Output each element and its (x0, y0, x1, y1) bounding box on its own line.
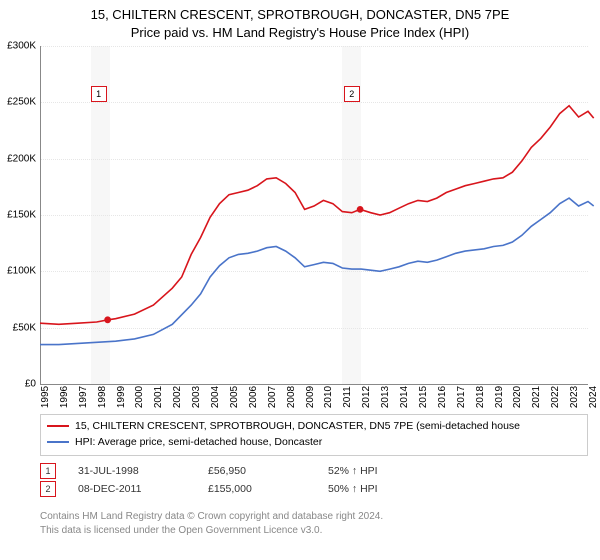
plot-area: 12 1995199619971998199920002001200220032… (40, 46, 588, 384)
sales-table: 1 31-JUL-1998£56,95052% ↑ HPI 2 08-DEC-2011… (40, 462, 448, 498)
sale-point (357, 206, 364, 213)
x-tick-label: 1997 (78, 386, 89, 408)
x-tick-label: 2014 (399, 386, 410, 408)
y-tick-label: £250K (0, 97, 36, 108)
x-tick-label: 2000 (134, 386, 145, 408)
x-tick-label: 2016 (437, 386, 448, 408)
sales-row: 1 31-JUL-1998£56,95052% ↑ HPI (40, 462, 448, 480)
legend-label: 15, CHILTERN CRESCENT, SPROTBROUGH, DONC… (75, 420, 520, 432)
title-line2: Price paid vs. HM Land Registry's House … (0, 24, 600, 42)
sales-row-price: £56,950 (208, 465, 328, 477)
sales-row-marker: 1 (40, 463, 56, 479)
legend-item: HPI: Average price, semi-detached house,… (47, 435, 581, 451)
x-tick-label: 2004 (210, 386, 221, 408)
sales-row: 2 08-DEC-2011£155,00050% ↑ HPI (40, 480, 448, 498)
x-tick-label: 1998 (97, 386, 108, 408)
x-tick-label: 2001 (153, 386, 164, 408)
x-axis (40, 384, 588, 385)
x-tick-label: 2024 (588, 386, 599, 408)
x-tick-label: 1996 (59, 386, 70, 408)
x-tick-label: 2019 (494, 386, 505, 408)
legend-swatch (47, 441, 69, 443)
x-tick-label: 2015 (418, 386, 429, 408)
y-tick-label: £200K (0, 153, 36, 164)
x-tick-label: 2007 (267, 386, 278, 408)
y-tick-label: £50K (0, 322, 36, 333)
y-tick-label: £0 (0, 379, 36, 390)
x-tick-label: 1999 (116, 386, 127, 408)
x-tick-label: 2013 (380, 386, 391, 408)
x-tick-label: 1995 (40, 386, 51, 408)
sale-marker: 1 (91, 86, 107, 102)
legend-item: 15, CHILTERN CRESCENT, SPROTBROUGH, DONC… (47, 419, 581, 435)
legend: 15, CHILTERN CRESCENT, SPROTBROUGH, DONC… (40, 414, 588, 456)
x-tick-label: 2005 (229, 386, 240, 408)
x-tick-label: 2002 (172, 386, 183, 408)
series-line (40, 106, 594, 325)
x-tick-label: 2011 (342, 386, 353, 408)
footer-attribution: Contains HM Land Registry data © Crown c… (40, 510, 383, 537)
x-tick-label: 2020 (512, 386, 523, 408)
sales-row-price: £155,000 (208, 483, 328, 495)
y-tick-label: £150K (0, 210, 36, 221)
sale-point (104, 316, 111, 323)
sales-row-date: 08-DEC-2011 (78, 483, 208, 495)
legend-swatch (47, 425, 69, 427)
x-tick-label: 2012 (361, 386, 372, 408)
chart-title: 15, CHILTERN CRESCENT, SPROTBROUGH, DONC… (0, 0, 600, 41)
x-tick-label: 2008 (286, 386, 297, 408)
legend-label: HPI: Average price, semi-detached house,… (75, 436, 322, 448)
x-tick-label: 2022 (550, 386, 561, 408)
x-tick-label: 2021 (531, 386, 542, 408)
x-tick-label: 2003 (191, 386, 202, 408)
footer-line2: This data is licensed under the Open Gov… (40, 524, 383, 538)
y-tick-label: £300K (0, 41, 36, 52)
footer-line1: Contains HM Land Registry data © Crown c… (40, 510, 383, 524)
sales-row-marker: 2 (40, 481, 56, 497)
series-line (40, 198, 594, 345)
y-tick-label: £100K (0, 266, 36, 277)
sales-row-pct: 52% ↑ HPI (328, 465, 448, 477)
sales-row-date: 31-JUL-1998 (78, 465, 208, 477)
sale-marker: 2 (344, 86, 360, 102)
x-tick-label: 2009 (305, 386, 316, 408)
x-tick-label: 2018 (475, 386, 486, 408)
x-tick-label: 2010 (323, 386, 334, 408)
x-tick-label: 2017 (456, 386, 467, 408)
sales-row-pct: 50% ↑ HPI (328, 483, 448, 495)
x-tick-label: 2006 (248, 386, 259, 408)
x-tick-label: 2023 (569, 386, 580, 408)
title-line1: 15, CHILTERN CRESCENT, SPROTBROUGH, DONC… (0, 6, 600, 24)
